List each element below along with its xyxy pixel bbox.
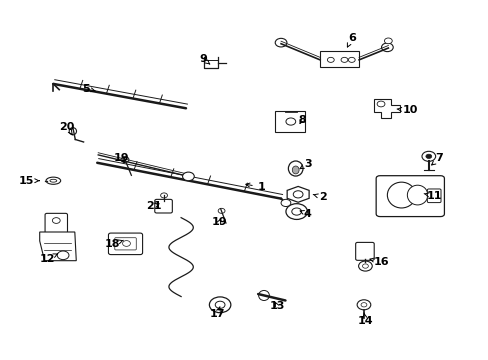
- Circle shape: [275, 39, 286, 47]
- Text: 14: 14: [357, 313, 372, 325]
- Polygon shape: [320, 51, 358, 67]
- Circle shape: [160, 193, 167, 198]
- Circle shape: [376, 101, 384, 107]
- Text: 17: 17: [209, 307, 224, 319]
- Text: 16: 16: [369, 257, 388, 267]
- Circle shape: [121, 157, 129, 162]
- Text: 10: 10: [396, 105, 417, 115]
- Circle shape: [281, 199, 290, 207]
- FancyBboxPatch shape: [375, 176, 444, 217]
- Text: 8: 8: [298, 115, 305, 125]
- Circle shape: [356, 300, 370, 310]
- Circle shape: [362, 264, 367, 268]
- Circle shape: [381, 43, 392, 51]
- Text: 15: 15: [19, 176, 39, 186]
- Text: 13: 13: [269, 301, 285, 311]
- Ellipse shape: [258, 291, 269, 301]
- Text: 19: 19: [114, 153, 129, 163]
- Circle shape: [425, 154, 431, 158]
- Ellipse shape: [50, 179, 57, 182]
- Circle shape: [215, 301, 224, 309]
- Polygon shape: [373, 99, 399, 118]
- Circle shape: [57, 251, 69, 260]
- Text: 11: 11: [423, 191, 442, 201]
- Ellipse shape: [407, 185, 427, 205]
- Circle shape: [182, 172, 194, 181]
- Circle shape: [327, 57, 333, 62]
- FancyBboxPatch shape: [108, 233, 142, 255]
- Circle shape: [209, 297, 230, 313]
- Circle shape: [384, 38, 391, 44]
- Text: 3: 3: [300, 159, 311, 169]
- FancyBboxPatch shape: [355, 242, 373, 260]
- Polygon shape: [286, 186, 308, 202]
- Text: 1: 1: [245, 182, 265, 192]
- Circle shape: [285, 118, 295, 125]
- Circle shape: [291, 208, 301, 215]
- Circle shape: [347, 57, 354, 62]
- Text: 12: 12: [39, 254, 58, 264]
- Ellipse shape: [292, 166, 299, 174]
- Ellipse shape: [288, 161, 303, 176]
- Circle shape: [340, 57, 347, 62]
- FancyBboxPatch shape: [275, 111, 305, 132]
- Ellipse shape: [69, 128, 76, 135]
- Circle shape: [360, 303, 366, 307]
- Text: 2: 2: [312, 192, 325, 202]
- Circle shape: [421, 151, 435, 161]
- Circle shape: [52, 218, 60, 224]
- Circle shape: [218, 208, 224, 213]
- Text: 6: 6: [346, 33, 355, 47]
- Text: 9: 9: [199, 54, 209, 64]
- Circle shape: [285, 204, 307, 220]
- Circle shape: [122, 240, 130, 246]
- Ellipse shape: [386, 182, 415, 208]
- Text: 4: 4: [300, 209, 311, 219]
- FancyBboxPatch shape: [155, 199, 172, 213]
- Polygon shape: [40, 232, 76, 261]
- Circle shape: [293, 191, 303, 198]
- Ellipse shape: [46, 177, 61, 184]
- FancyBboxPatch shape: [45, 213, 67, 233]
- FancyBboxPatch shape: [427, 189, 440, 203]
- Text: 19: 19: [211, 217, 226, 227]
- Text: 18: 18: [105, 239, 123, 249]
- FancyBboxPatch shape: [115, 238, 136, 250]
- Circle shape: [358, 261, 371, 271]
- Text: 7: 7: [431, 153, 443, 165]
- Text: 5: 5: [82, 84, 95, 94]
- Text: 20: 20: [59, 122, 74, 135]
- Text: 21: 21: [146, 201, 162, 211]
